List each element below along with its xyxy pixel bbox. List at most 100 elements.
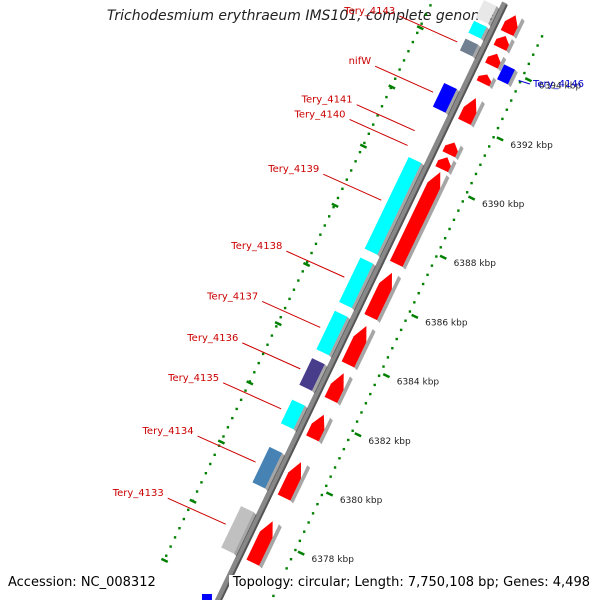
track-dot bbox=[386, 356, 390, 359]
track-dot bbox=[443, 236, 447, 240]
track-dot bbox=[209, 462, 212, 466]
track-dot bbox=[426, 273, 429, 277]
track-dot bbox=[369, 392, 372, 396]
cog-block-shade bbox=[445, 89, 460, 116]
scale-label: 6394 kbp bbox=[539, 82, 582, 92]
cog-block-shade bbox=[233, 512, 257, 557]
scale-label: 6392 kbp bbox=[510, 141, 553, 151]
cog-block bbox=[280, 399, 305, 430]
track-dot bbox=[372, 123, 375, 126]
track-dot bbox=[332, 205, 335, 209]
track-dot bbox=[417, 291, 420, 295]
track-dot bbox=[182, 517, 186, 521]
forward-gene-arrow bbox=[442, 142, 458, 158]
track-dot bbox=[358, 150, 362, 154]
track-dot bbox=[311, 512, 315, 515]
partial-feature bbox=[201, 594, 212, 600]
gene-label-leader bbox=[323, 173, 382, 201]
forward-gene-arrow-shade bbox=[290, 465, 311, 504]
track-dot bbox=[305, 260, 309, 264]
track-dot bbox=[527, 62, 531, 66]
track-dot bbox=[363, 141, 366, 145]
track-dot bbox=[303, 530, 306, 533]
cog-block bbox=[459, 38, 479, 57]
track-dot bbox=[327, 215, 331, 218]
track-dot bbox=[341, 187, 344, 191]
track-dot bbox=[461, 200, 464, 203]
forward-gene-arrow-shade bbox=[506, 39, 515, 54]
gene-label: Tery_4137 bbox=[206, 291, 258, 302]
cog-block bbox=[364, 156, 422, 255]
track-tick bbox=[274, 321, 282, 327]
gene-label-leader bbox=[197, 435, 256, 463]
gene-label: Tery_4139 bbox=[267, 164, 319, 175]
track-dot bbox=[474, 172, 478, 176]
track-dot bbox=[279, 316, 282, 319]
track-dot bbox=[505, 108, 509, 111]
gene-label-leader bbox=[222, 382, 282, 410]
forward-gene-arrow-shade bbox=[489, 77, 497, 90]
forward-gene-arrow-shade bbox=[497, 56, 507, 72]
track-dot bbox=[169, 545, 172, 548]
cog-block bbox=[316, 310, 348, 356]
track-dot bbox=[320, 493, 324, 497]
track-dot bbox=[187, 508, 190, 512]
scale-label: 6384 kbp bbox=[397, 378, 440, 388]
gene-label-leader bbox=[242, 342, 301, 370]
track-dot bbox=[448, 227, 451, 231]
track-tick bbox=[388, 84, 396, 90]
track-dot bbox=[413, 301, 416, 304]
track-dot bbox=[288, 297, 291, 301]
track-dot bbox=[540, 35, 544, 38]
track-dot bbox=[253, 371, 256, 374]
track-dot bbox=[402, 59, 406, 62]
track-dot bbox=[349, 169, 353, 172]
track-tick bbox=[246, 380, 254, 386]
track-dot bbox=[316, 502, 319, 506]
track-dot bbox=[333, 466, 337, 469]
cog-block bbox=[432, 82, 457, 113]
track-dot bbox=[226, 426, 230, 429]
cog-block-shade bbox=[377, 163, 425, 258]
track-dot bbox=[338, 457, 341, 460]
gene-label: Tery_4134 bbox=[142, 426, 194, 437]
gene-label: Tery_4141 bbox=[301, 95, 353, 106]
scale-label: 6390 kbp bbox=[482, 200, 525, 210]
track-dot bbox=[257, 361, 260, 365]
track-dot bbox=[439, 246, 442, 249]
cog-block-shade bbox=[265, 452, 285, 492]
track-dot bbox=[373, 383, 376, 387]
track-dot bbox=[272, 594, 275, 598]
cog-block bbox=[468, 20, 487, 39]
track-dot bbox=[380, 105, 384, 108]
gene-label-leader bbox=[261, 300, 321, 328]
forward-gene-arrow bbox=[389, 172, 441, 267]
scale-tick bbox=[297, 550, 305, 556]
scale-tick bbox=[411, 313, 419, 320]
track-dot bbox=[294, 548, 297, 552]
track-dot bbox=[421, 282, 425, 286]
gene-label: Tery_4136 bbox=[186, 333, 238, 344]
track-dot bbox=[385, 95, 388, 99]
genome-summary: Topology: circular; Length: 7,750,108 bp… bbox=[228, 575, 590, 590]
track-dot bbox=[479, 163, 482, 166]
forward-gene-arrow-shade bbox=[455, 145, 464, 161]
track-dot bbox=[173, 536, 177, 539]
cog-block bbox=[221, 506, 254, 554]
track-dot bbox=[354, 160, 357, 163]
track-dot bbox=[314, 242, 318, 246]
track-dot bbox=[411, 40, 415, 44]
track-dot bbox=[408, 310, 412, 313]
gene-label: nifW bbox=[349, 56, 372, 67]
forward-gene-arrow bbox=[277, 462, 302, 501]
track-tick bbox=[189, 498, 197, 504]
track-dot bbox=[329, 475, 332, 478]
scale-label: 6378 kbp bbox=[312, 555, 355, 565]
scale-tick bbox=[382, 372, 391, 379]
reverse-gene-block-shade bbox=[507, 69, 518, 88]
track-dot bbox=[465, 191, 469, 194]
track-dot bbox=[430, 264, 434, 267]
forward-gene-arrow-shade bbox=[447, 160, 457, 175]
track-dot bbox=[266, 343, 269, 346]
